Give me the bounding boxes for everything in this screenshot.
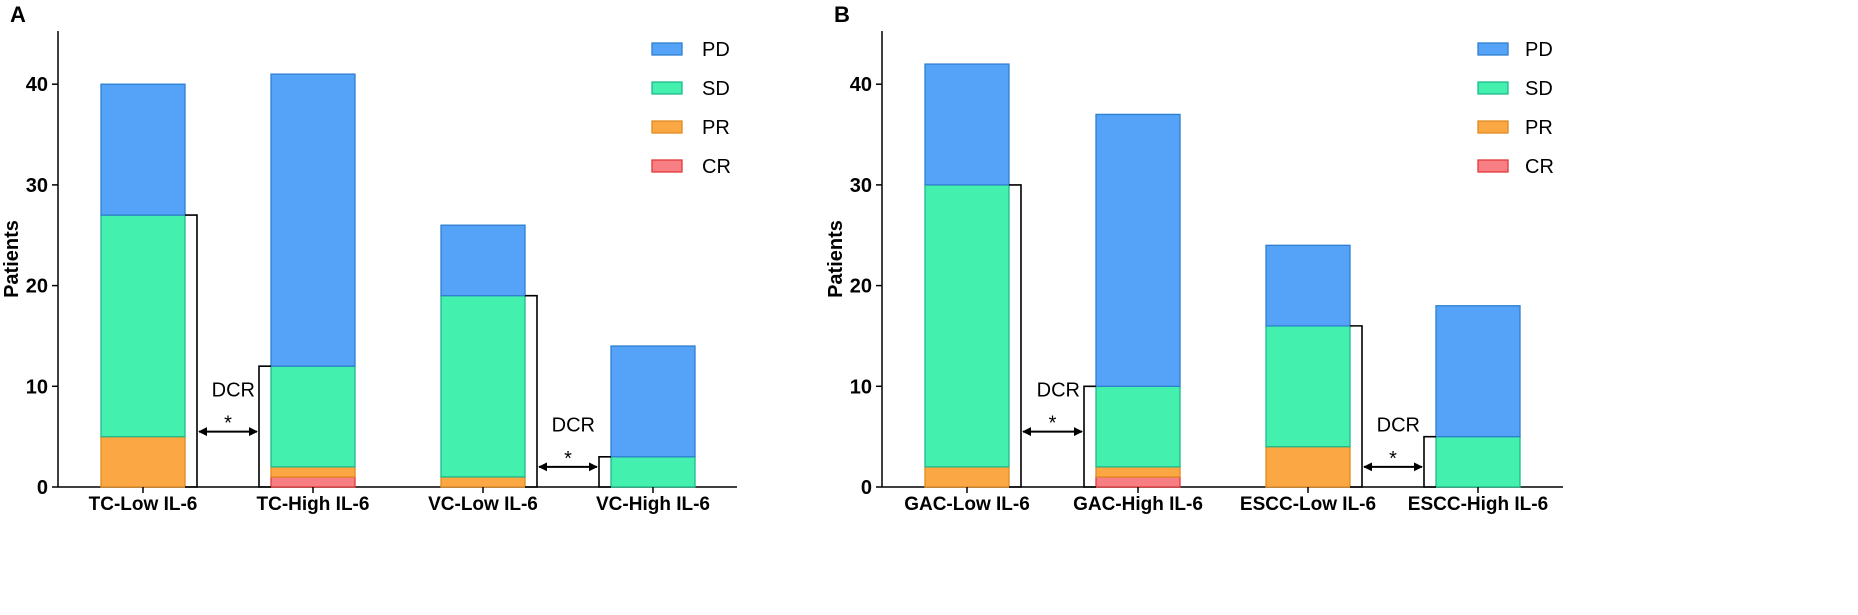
bar-stack-gac-low-il-6 [924, 63, 1010, 488]
y-axis-title: Patients [825, 220, 847, 298]
bar-segment-sd-vc-high-il-6 [610, 456, 696, 488]
dcr-bracket-left [1350, 325, 1363, 488]
bar-segment-pd-vc-low-il-6 [440, 224, 526, 297]
legend-label-sd: SD [1525, 78, 1553, 100]
dcr-comparison: * DCR [1350, 325, 1436, 488]
bar-stack-escc-high-il-6 [1435, 305, 1521, 488]
legend-swatch-pr [1477, 120, 1509, 134]
bar-stack-tc-low-il-6 [100, 83, 186, 488]
chart-panel-a: A 0 10 20 30 40 Patients TC-Low IL-6 TC-High IL-… [1, 2, 737, 515]
x-tick-label: ESCC-High IL-6 [1408, 494, 1548, 515]
legend-swatch-pd [651, 42, 683, 56]
legend-swatch-cr [1477, 159, 1509, 173]
x-tick-label: TC-High IL-6 [257, 494, 370, 515]
bar-segment-sd-tc-low-il-6 [100, 214, 186, 438]
y-tick-label: 0 [861, 477, 872, 499]
y-tick-label: 40 [850, 74, 872, 96]
bar-segment-pd-escc-high-il-6 [1435, 305, 1521, 438]
bar-segment-pd-gac-low-il-6 [924, 63, 1010, 186]
bar-segment-sd-escc-high-il-6 [1435, 435, 1521, 488]
chart-panel-b: B 0 10 20 30 40 Patients GAC-Low IL-6 GAC-High I… [825, 2, 1563, 515]
x-tick-label: VC-Low IL-6 [428, 494, 538, 515]
x-tick-label: GAC-Low IL-6 [904, 494, 1030, 515]
bar-segment-pr-tc-low-il-6 [100, 435, 186, 488]
legend: PD SD PR CR [1477, 39, 1554, 178]
x-tick-label: VC-High IL-6 [596, 494, 710, 515]
y-tick-label: 30 [850, 175, 872, 197]
dcr-bracket-left [1009, 184, 1022, 488]
dcr-bracket-right [258, 365, 271, 488]
legend-label-cr: CR [1525, 156, 1554, 178]
legend-label-pr: PR [1525, 117, 1553, 139]
bar-segment-sd-tc-high-il-6 [270, 365, 356, 468]
bar-segment-pd-vc-high-il-6 [610, 345, 696, 458]
dcr-bracket-left [525, 294, 538, 488]
bar-segment-sd-escc-low-il-6 [1265, 325, 1351, 448]
legend-swatch-pr [651, 120, 683, 134]
bar-segment-pd-tc-high-il-6 [270, 73, 356, 367]
bar-stack-escc-low-il-6 [1265, 244, 1351, 488]
significance-marker: * [1389, 448, 1397, 470]
y-tick-label: 20 [850, 276, 872, 298]
y-tick-label: 30 [26, 175, 48, 197]
bar-segment-pr-tc-high-il-6 [270, 466, 356, 478]
dcr-bracket-right [598, 455, 611, 488]
x-tick-label: GAC-High IL-6 [1073, 494, 1203, 515]
dcr-comparison: * DCR [525, 294, 611, 488]
dcr-comparison: * DCR [1009, 184, 1096, 488]
y-tick-label: 40 [26, 74, 48, 96]
bar-stack-tc-high-il-6 [270, 73, 356, 488]
x-tick-label: TC-Low IL-6 [89, 494, 198, 515]
panel-label: B [834, 2, 850, 27]
bar-segment-pr-vc-low-il-6 [440, 476, 526, 488]
bar-segment-pd-escc-low-il-6 [1265, 244, 1351, 327]
legend-label-pd: PD [1525, 39, 1553, 61]
x-tick-label: ESCC-Low IL-6 [1240, 494, 1376, 515]
dcr-label: DCR [212, 379, 255, 401]
bar-segment-cr-tc-high-il-6 [270, 476, 356, 488]
dcr-bracket-right [1083, 385, 1096, 488]
y-tick-label: 10 [26, 376, 48, 398]
bar-stack-vc-high-il-6 [610, 345, 696, 488]
bar-segment-cr-gac-high-il-6 [1095, 476, 1181, 488]
y-axis-title: Patients [1, 220, 23, 298]
dcr-bracket-right [1423, 435, 1436, 488]
dcr-label: DCR [1377, 415, 1420, 437]
bar-segment-pd-tc-low-il-6 [100, 83, 186, 216]
legend-swatch-sd [651, 81, 683, 95]
bar-segment-pr-escc-low-il-6 [1265, 446, 1351, 488]
legend-swatch-cr [651, 159, 683, 173]
dcr-comparison: * DCR [185, 214, 271, 488]
bar-segment-sd-vc-low-il-6 [440, 295, 526, 478]
legend-label-pd: PD [702, 39, 730, 61]
legend-swatch-sd [1477, 81, 1509, 95]
legend-label-cr: CR [702, 156, 731, 178]
bar-segment-pd-gac-high-il-6 [1095, 113, 1181, 387]
dcr-bracket-left [185, 214, 198, 488]
y-tick-label: 0 [37, 477, 48, 499]
bar-segment-pr-gac-high-il-6 [1095, 466, 1181, 478]
y-tick-label: 10 [850, 376, 872, 398]
legend-label-sd: SD [702, 78, 730, 100]
bar-segment-sd-gac-low-il-6 [924, 184, 1010, 468]
y-tick-label: 20 [26, 276, 48, 298]
bar-segment-pr-gac-low-il-6 [924, 466, 1010, 488]
bar-stack-gac-high-il-6 [1095, 113, 1181, 488]
dcr-label: DCR [1037, 379, 1080, 401]
legend-label-pr: PR [702, 117, 730, 139]
legend-swatch-pd [1477, 42, 1509, 56]
bar-segment-sd-gac-high-il-6 [1095, 385, 1181, 468]
significance-marker: * [224, 413, 232, 435]
dcr-label: DCR [552, 415, 595, 437]
panel-label: A [10, 2, 26, 27]
legend: PD SD PR CR [651, 39, 731, 178]
significance-marker: * [1049, 413, 1057, 435]
bar-stack-vc-low-il-6 [440, 224, 526, 488]
significance-marker: * [564, 448, 572, 470]
